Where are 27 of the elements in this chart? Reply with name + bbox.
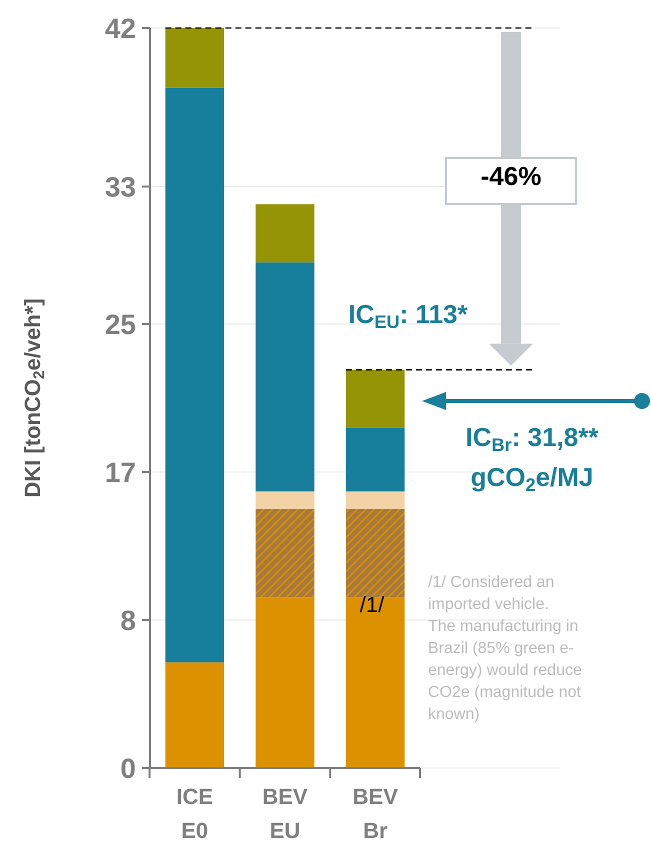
annotation: IC$_{EU}$: 113*: [348, 299, 468, 332]
bar: [346, 370, 405, 428]
bar: [165, 662, 224, 768]
y-tick-label: 8: [120, 604, 136, 636]
annotation: /1/: [360, 592, 386, 617]
x-tick-label: ICE E0: [176, 784, 214, 843]
x-tick-label: BEV EU: [262, 784, 308, 843]
y-tick-label: 17: [104, 456, 136, 488]
bar: [256, 204, 314, 262]
bar: [346, 597, 405, 768]
bar: [346, 509, 405, 598]
y-tick-label: 33: [104, 171, 136, 202]
y-tick-label: 0: [120, 752, 136, 784]
bar: [256, 597, 314, 768]
text: IC$_{Br}$: 31,8** gCO$_{2}$e/MJ: [466, 422, 600, 494]
y-tick-label: 42: [104, 12, 136, 44]
text: -46%: [480, 161, 542, 191]
bar: [346, 491, 405, 509]
bar: [165, 88, 224, 662]
bar: [256, 491, 314, 509]
bar: [256, 509, 314, 598]
text: /1/ Considered an imported vehicle. The manufacturing in Brazil (85% green e- energy) would reduce CO2e (magnitude not known): [428, 574, 582, 723]
x-tick-label: BEV Br: [352, 784, 398, 843]
bar: [346, 428, 405, 492]
y-tick-label: 25: [104, 308, 136, 340]
bar: [165, 28, 224, 88]
bar: [256, 262, 314, 492]
